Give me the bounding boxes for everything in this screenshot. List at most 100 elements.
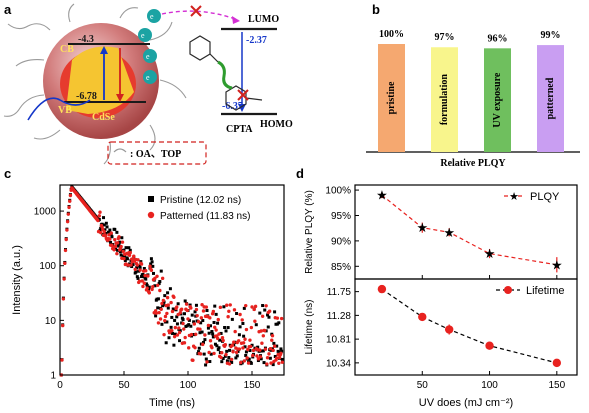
data-point-pristine [145, 283, 149, 287]
data-point-pristine [220, 360, 224, 364]
data-point-pristine [110, 235, 114, 239]
data-point-patterned [260, 341, 264, 345]
x-tick-label: 150 [244, 380, 261, 391]
data-point-pristine [103, 228, 107, 232]
data-point-pristine [241, 321, 245, 325]
cpta-molecule [189, 35, 263, 111]
data-point-patterned [227, 362, 232, 366]
data-point-patterned [60, 323, 65, 328]
homo-value: -6.37 [222, 101, 243, 112]
data-point-patterned [196, 319, 201, 324]
data-point-patterned [270, 333, 275, 338]
data-point-patterned [173, 325, 178, 330]
data-point-pristine [150, 260, 154, 264]
data-point-pristine [280, 349, 284, 353]
data-point-lifetime [444, 325, 454, 334]
data-point-pristine [176, 302, 180, 306]
data-point-patterned [231, 350, 235, 354]
data-point-patterned [261, 334, 266, 338]
electron-icon [147, 9, 161, 23]
data-point-pristine [266, 325, 270, 329]
photon-wave [27, 97, 91, 121]
electron-icon [143, 49, 157, 63]
data-point-patterned [141, 284, 145, 289]
data-point-pristine [98, 228, 102, 232]
y-tick-label: 95% [331, 211, 351, 222]
panel-label-a: a [4, 2, 12, 17]
data-point-pristine [261, 304, 265, 308]
data-point-pristine [248, 349, 252, 353]
data-point-pristine [156, 297, 160, 301]
data-point-patterned [193, 345, 197, 350]
data-point-patterned [265, 355, 270, 360]
data-point-pristine [244, 350, 248, 354]
data-point-pristine [167, 336, 171, 340]
data-point-patterned [139, 262, 144, 266]
data-point-patterned [244, 327, 249, 332]
data-point-patterned [135, 263, 140, 267]
data-point-pristine [205, 308, 209, 312]
data-point-patterned [220, 336, 225, 340]
data-point-patterned [182, 327, 186, 331]
data-point-patterned [243, 337, 247, 341]
data-point-pristine [237, 333, 241, 337]
data-point-pristine [204, 363, 208, 367]
data-point-patterned [275, 356, 279, 360]
electron-label: e [146, 73, 150, 82]
data-point-patterned [108, 237, 112, 241]
data-point-patterned [246, 347, 250, 352]
data-point-pristine [210, 330, 214, 334]
data-point-patterned [217, 332, 221, 336]
data-point-pristine [206, 326, 210, 330]
data-point-pristine [171, 331, 175, 335]
data-point-pristine [259, 357, 263, 361]
data-point-pristine [175, 315, 179, 319]
data-point-patterned [239, 360, 243, 365]
data-point-pristine [128, 262, 132, 266]
data-point-patterned [255, 354, 259, 358]
data-point-pristine [277, 321, 281, 325]
data-point-pristine [123, 259, 127, 263]
panel-c-frame [59, 184, 285, 376]
data-point-pristine [147, 285, 151, 289]
data-point-patterned [147, 291, 151, 295]
data-point-patterned [218, 305, 223, 310]
data-point-pristine [211, 335, 215, 339]
data-point-pristine [256, 359, 260, 363]
legend-marker-pristine [148, 196, 154, 202]
cpta-linker [217, 60, 233, 90]
data-point-patterned [260, 314, 265, 318]
data-point-pristine [197, 350, 201, 354]
data-point-patterned [158, 288, 162, 293]
data-point-lifetime [377, 284, 387, 294]
data-point-patterned [241, 346, 245, 350]
data-point-patterned [165, 311, 169, 316]
data-point-pristine [261, 349, 265, 353]
data-point-patterned [126, 263, 130, 267]
legend-marker-patterned [147, 211, 155, 219]
panel-a-schematic: CB -4.3 VB -6.78 CdSe e e e e [3, 3, 293, 165]
series-line [381, 288, 557, 364]
data-point-pristine [223, 354, 227, 358]
data-point-patterned [163, 314, 168, 319]
data-point-patterned [229, 357, 234, 362]
data-point-pristine [226, 326, 230, 330]
data-point-pristine [171, 307, 175, 311]
data-point-pristine [222, 305, 226, 309]
data-point-patterned [200, 303, 204, 307]
data-point-plqy: ★ [416, 220, 428, 235]
data-point-patterned [142, 281, 147, 285]
data-point-patterned [242, 359, 247, 363]
data-point-patterned [60, 358, 64, 362]
data-point-pristine [199, 321, 203, 325]
data-point-pristine [157, 282, 161, 286]
data-point-pristine [228, 348, 232, 352]
data-point-patterned [234, 350, 239, 355]
bar-3 [537, 45, 564, 152]
data-point-pristine [243, 345, 247, 349]
excitation-arrow-head [100, 46, 108, 54]
data-point-patterned [156, 321, 161, 325]
data-point-patterned [258, 355, 263, 359]
cpta-label: CPTA [226, 124, 253, 135]
data-point-patterned [115, 251, 119, 256]
